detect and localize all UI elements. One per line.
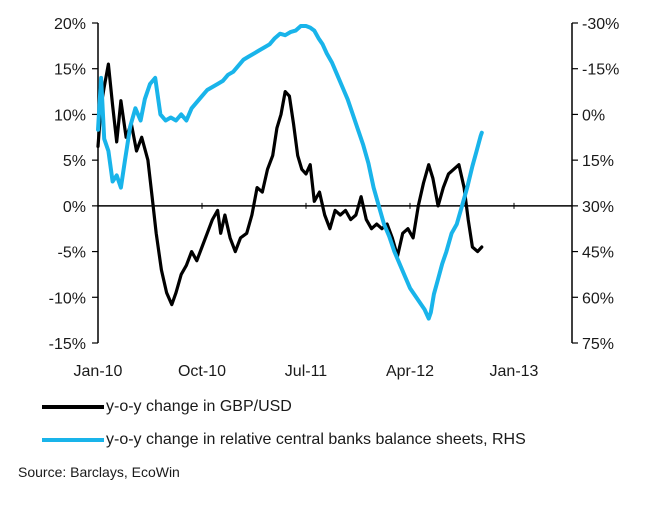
legend-label-gbpusd: y-o-y change in GBP/USD [106,398,292,415]
right-tick-label: 30% [582,199,614,216]
legend-item-gbpusd: y-o-y change in GBP/USD [42,398,292,416]
legend-item-balance-sheets: y-o-y change in relative central banks b… [42,431,526,449]
left-tick-label: 0% [63,199,86,216]
left-tick-label: -10% [49,290,86,307]
source-note: Source: Barclays, EcoWin [18,464,180,480]
left-tick-label: -15% [49,336,86,353]
right-tick-label: 0% [582,107,605,124]
left-tick-label: -5% [58,245,86,262]
x-tick-label: Apr-12 [386,363,434,380]
x-tick-label: Jan-10 [74,363,123,380]
right-tick-label: -15% [582,62,619,79]
right-tick-label: 60% [582,290,614,307]
series-line-gbpusd [96,62,484,307]
right-tick-label: 15% [582,153,614,170]
legend-swatch-blue [42,437,104,442]
x-tick-label: Jul-11 [285,363,327,380]
legend-label-balance-sheets: y-o-y change in relative central banks b… [106,431,526,448]
series-line-balance-sheets [96,24,484,321]
x-tick-label: Oct-10 [178,363,226,380]
legend-swatch-black [42,404,104,409]
left-tick-label: 5% [63,153,86,170]
x-tick-label: Jan-13 [490,363,539,380]
left-tick-label: 10% [54,107,86,124]
right-tick-label: -30% [582,16,619,33]
right-tick-label: 45% [582,245,614,262]
right-tick-label: 75% [582,336,614,353]
line-chart: 20% 15% 10% 5% 0% -5% -10% -15% -30% -15% 0% 15% 30%… [49,16,620,380]
left-tick-label: 20% [54,16,86,33]
left-tick-label: 15% [54,62,86,79]
